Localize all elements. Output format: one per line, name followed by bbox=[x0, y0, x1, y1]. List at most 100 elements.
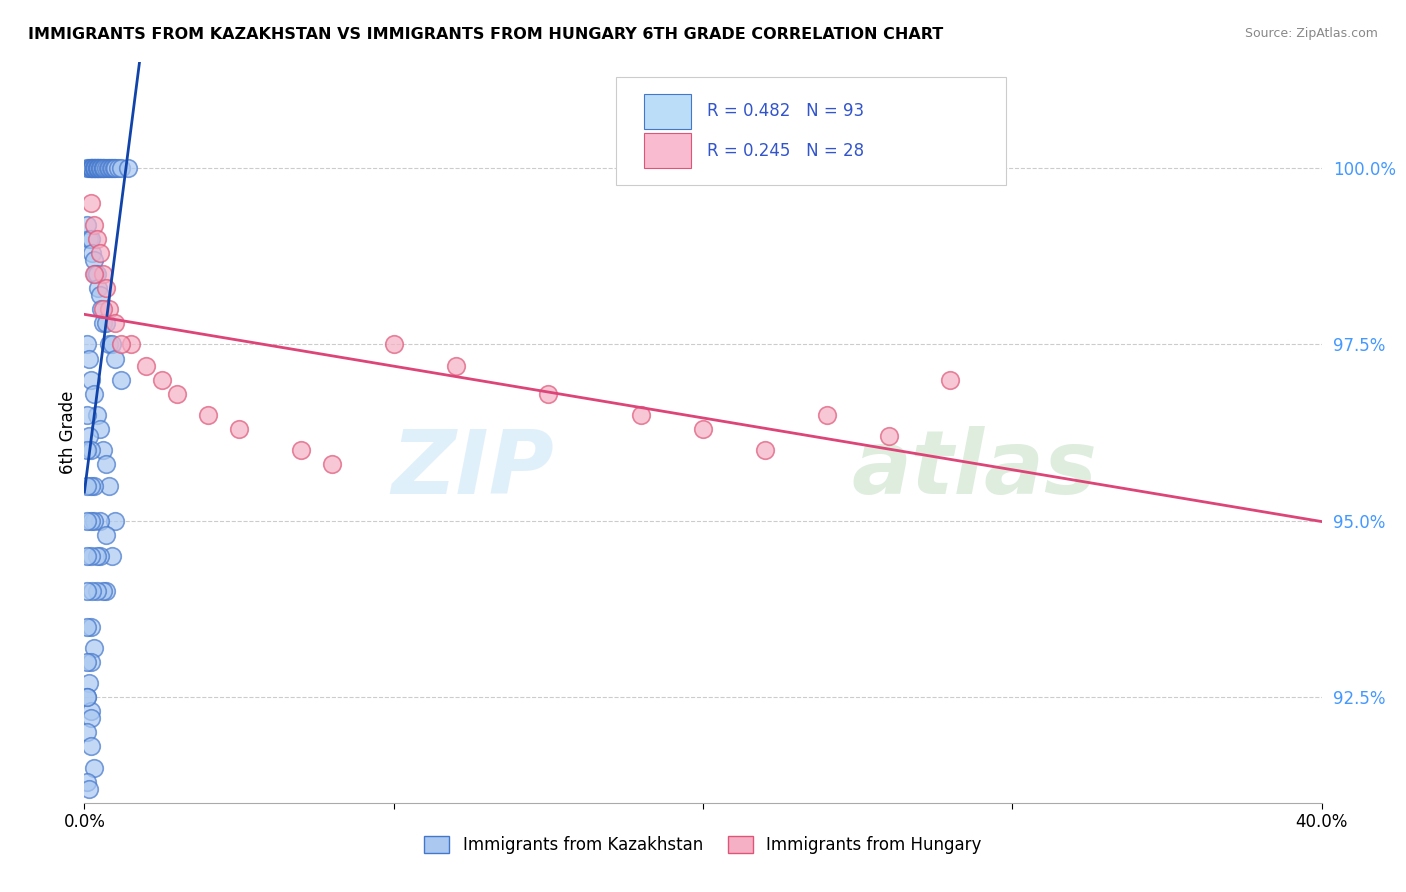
Point bbox=[101, 337, 124, 351]
Point bbox=[76, 725, 98, 739]
Text: IMMIGRANTS FROM KAZAKHSTAN VS IMMIGRANTS FROM HUNGARY 6TH GRADE CORRELATION CHAR: IMMIGRANTS FROM KAZAKHSTAN VS IMMIGRANTS… bbox=[28, 27, 943, 42]
Point bbox=[83, 267, 105, 281]
Point bbox=[82, 584, 104, 599]
Point bbox=[692, 422, 714, 436]
Point bbox=[104, 514, 127, 528]
Point bbox=[91, 161, 114, 176]
Point bbox=[94, 316, 117, 330]
Point bbox=[86, 408, 108, 422]
Point bbox=[89, 161, 111, 176]
Bar bbox=[644, 133, 690, 169]
Point bbox=[83, 252, 105, 267]
Point bbox=[87, 281, 110, 295]
Point bbox=[91, 443, 114, 458]
Point bbox=[79, 619, 101, 633]
Point bbox=[76, 619, 98, 633]
Text: R = 0.245   N = 28: R = 0.245 N = 28 bbox=[707, 142, 863, 160]
Point bbox=[94, 528, 117, 542]
Point bbox=[150, 373, 173, 387]
Point bbox=[79, 161, 101, 176]
Point bbox=[83, 478, 105, 492]
Point bbox=[110, 337, 132, 351]
Point bbox=[90, 161, 112, 176]
Point bbox=[84, 267, 107, 281]
Point bbox=[86, 584, 108, 599]
Point bbox=[77, 781, 100, 796]
Point bbox=[290, 443, 312, 458]
Point bbox=[76, 218, 98, 232]
Point bbox=[86, 549, 108, 563]
Point bbox=[76, 478, 98, 492]
Point bbox=[815, 408, 838, 422]
Point bbox=[79, 443, 101, 458]
Point bbox=[79, 514, 101, 528]
Point bbox=[83, 161, 105, 176]
Point bbox=[83, 514, 105, 528]
Bar bbox=[644, 94, 690, 129]
Point bbox=[76, 584, 98, 599]
Point bbox=[77, 429, 100, 443]
Point bbox=[89, 422, 111, 436]
Point bbox=[537, 387, 560, 401]
Point bbox=[82, 161, 104, 176]
Point bbox=[87, 161, 110, 176]
Point bbox=[135, 359, 157, 373]
Point bbox=[94, 584, 117, 599]
Point bbox=[98, 337, 121, 351]
Point bbox=[76, 337, 98, 351]
Y-axis label: 6th Grade: 6th Grade bbox=[59, 391, 77, 475]
Point bbox=[89, 549, 111, 563]
Point bbox=[103, 161, 125, 176]
Point bbox=[79, 711, 101, 725]
Point bbox=[89, 288, 111, 302]
Point bbox=[89, 514, 111, 528]
Point bbox=[79, 232, 101, 246]
Point bbox=[79, 655, 101, 669]
Point bbox=[91, 267, 114, 281]
Point bbox=[96, 161, 118, 176]
Point bbox=[98, 302, 121, 317]
Point bbox=[104, 161, 127, 176]
Point bbox=[630, 408, 652, 422]
Point bbox=[83, 161, 105, 176]
Point bbox=[82, 245, 104, 260]
Point bbox=[76, 514, 98, 528]
Point bbox=[86, 267, 108, 281]
Text: atlas: atlas bbox=[852, 426, 1097, 513]
Point bbox=[87, 161, 110, 176]
Point bbox=[86, 161, 108, 176]
Text: Source: ZipAtlas.com: Source: ZipAtlas.com bbox=[1244, 27, 1378, 40]
Point bbox=[77, 676, 100, 690]
Point bbox=[86, 161, 108, 176]
Point bbox=[83, 387, 105, 401]
FancyBboxPatch shape bbox=[616, 78, 1007, 185]
Point bbox=[76, 408, 98, 422]
Point bbox=[117, 161, 139, 176]
Point bbox=[76, 161, 98, 176]
Point bbox=[94, 281, 117, 295]
Point bbox=[76, 774, 98, 789]
Point bbox=[94, 161, 117, 176]
Point bbox=[104, 316, 127, 330]
Point bbox=[76, 443, 98, 458]
Point bbox=[79, 161, 101, 176]
Point bbox=[98, 478, 121, 492]
Point bbox=[77, 161, 100, 176]
Point bbox=[86, 232, 108, 246]
Point bbox=[83, 640, 105, 655]
Point bbox=[98, 161, 121, 176]
Point bbox=[228, 422, 250, 436]
Point bbox=[101, 549, 124, 563]
Point bbox=[79, 704, 101, 718]
Point bbox=[77, 351, 100, 366]
Point bbox=[76, 549, 98, 563]
Legend: Immigrants from Kazakhstan, Immigrants from Hungary: Immigrants from Kazakhstan, Immigrants f… bbox=[418, 830, 988, 861]
Point bbox=[197, 408, 219, 422]
Point bbox=[110, 161, 132, 176]
Point bbox=[939, 373, 962, 387]
Text: ZIP: ZIP bbox=[392, 426, 554, 513]
Point bbox=[321, 458, 343, 472]
Point bbox=[166, 387, 188, 401]
Point bbox=[79, 196, 101, 211]
Point bbox=[754, 443, 776, 458]
